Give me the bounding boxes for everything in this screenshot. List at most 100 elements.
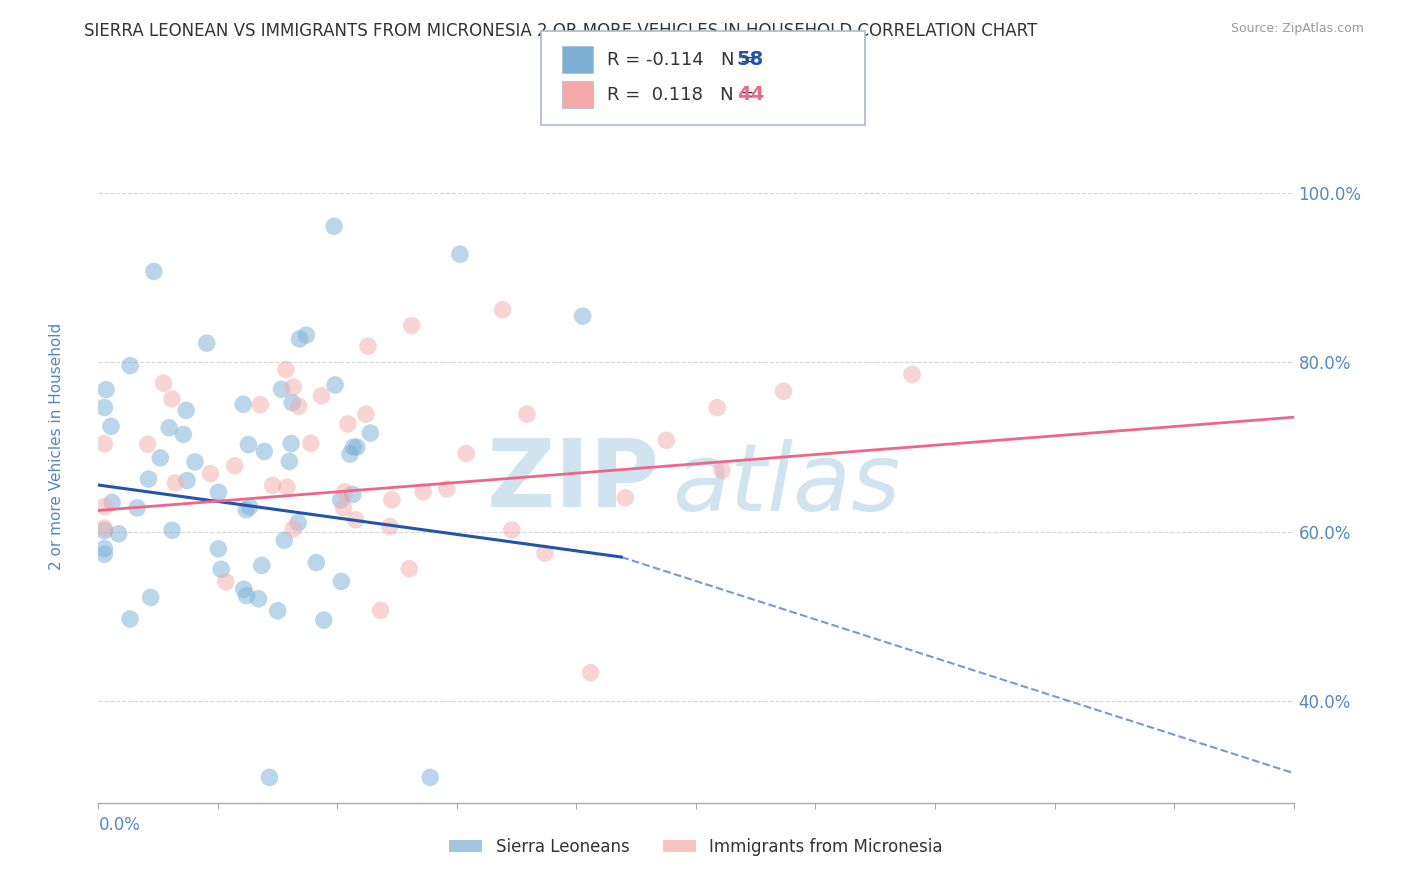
Point xyxy=(336,417,359,431)
Text: ZIP: ZIP xyxy=(488,434,661,527)
Point xyxy=(239,500,262,514)
Point xyxy=(312,613,335,627)
Text: 44: 44 xyxy=(737,85,763,104)
Point xyxy=(93,524,115,538)
Point xyxy=(184,455,207,469)
Point xyxy=(172,427,194,442)
Point xyxy=(138,472,160,486)
Point xyxy=(215,574,238,589)
Point xyxy=(93,521,115,535)
Point xyxy=(139,591,162,605)
Text: 2 or more Vehicles in Household: 2 or more Vehicles in Household xyxy=(49,322,63,570)
Point xyxy=(571,309,593,323)
Point xyxy=(281,395,304,409)
Point xyxy=(93,541,115,556)
Point xyxy=(142,264,165,278)
Point xyxy=(412,484,434,499)
Point xyxy=(346,440,368,454)
Point xyxy=(232,582,254,597)
Point xyxy=(276,480,298,494)
Point xyxy=(259,771,281,785)
Point xyxy=(107,526,129,541)
Point xyxy=(287,516,309,530)
Point xyxy=(174,403,197,417)
Point xyxy=(330,574,353,589)
Point xyxy=(772,384,794,399)
Point xyxy=(267,604,290,618)
Legend: Sierra Leoneans, Immigrants from Micronesia: Sierra Leoneans, Immigrants from Microne… xyxy=(443,831,949,863)
Point xyxy=(278,454,301,468)
Point xyxy=(207,541,229,556)
Point xyxy=(249,398,271,412)
Point xyxy=(332,501,354,516)
Point xyxy=(401,318,423,333)
Point xyxy=(305,556,328,570)
Point xyxy=(398,562,420,576)
Point xyxy=(323,378,346,392)
Point xyxy=(706,401,728,415)
Text: atlas: atlas xyxy=(672,439,900,530)
Point xyxy=(339,447,361,461)
Point xyxy=(238,437,260,451)
Point xyxy=(200,467,222,481)
Point xyxy=(370,603,392,617)
Point xyxy=(280,436,302,450)
Point xyxy=(579,665,602,680)
Point xyxy=(378,519,401,533)
Point xyxy=(232,397,254,411)
Point xyxy=(247,591,270,606)
Point xyxy=(329,493,352,508)
Point xyxy=(357,339,380,353)
Point xyxy=(160,523,183,537)
Text: SIERRA LEONEAN VS IMMIGRANTS FROM MICRONESIA 2 OR MORE VEHICLES IN HOUSEHOLD COR: SIERRA LEONEAN VS IMMIGRANTS FROM MICRON… xyxy=(84,22,1038,40)
Point xyxy=(136,437,159,451)
Point xyxy=(274,362,297,376)
Point xyxy=(288,332,311,346)
Point xyxy=(354,407,377,421)
Point xyxy=(419,771,441,785)
Point xyxy=(152,376,174,391)
Point xyxy=(283,380,305,394)
Point xyxy=(235,589,257,603)
Point xyxy=(534,546,557,560)
Point xyxy=(93,547,115,561)
Point xyxy=(149,450,172,465)
Point xyxy=(342,440,364,454)
Point xyxy=(160,392,183,406)
Point xyxy=(93,500,115,514)
Point xyxy=(224,458,246,473)
Point xyxy=(501,523,523,537)
Point xyxy=(901,368,924,382)
Text: Source: ZipAtlas.com: Source: ZipAtlas.com xyxy=(1230,22,1364,36)
Point xyxy=(273,533,295,548)
Point xyxy=(342,487,364,501)
Text: 0.0%: 0.0% xyxy=(98,816,141,834)
Point xyxy=(449,247,471,261)
Point xyxy=(250,558,273,573)
Point xyxy=(283,522,305,536)
Point xyxy=(93,436,115,450)
Point xyxy=(176,474,198,488)
Point xyxy=(491,302,513,317)
Point xyxy=(235,503,257,517)
Point xyxy=(381,492,404,507)
Point xyxy=(262,478,284,492)
Point xyxy=(165,475,187,490)
Point xyxy=(253,444,276,458)
Text: R = -0.114   N =: R = -0.114 N = xyxy=(607,51,762,69)
Point xyxy=(100,419,122,434)
Point xyxy=(436,482,458,496)
Point xyxy=(516,407,538,421)
Text: R =  0.118   N =: R = 0.118 N = xyxy=(607,86,761,103)
Point xyxy=(207,485,229,500)
Point xyxy=(195,336,218,351)
Point xyxy=(94,383,117,397)
Text: 58: 58 xyxy=(737,50,763,70)
Point xyxy=(118,612,141,626)
Point xyxy=(333,484,356,499)
Point xyxy=(295,328,318,343)
Point xyxy=(125,500,148,515)
Point xyxy=(157,421,180,435)
Point xyxy=(323,219,346,234)
Point xyxy=(311,389,333,403)
